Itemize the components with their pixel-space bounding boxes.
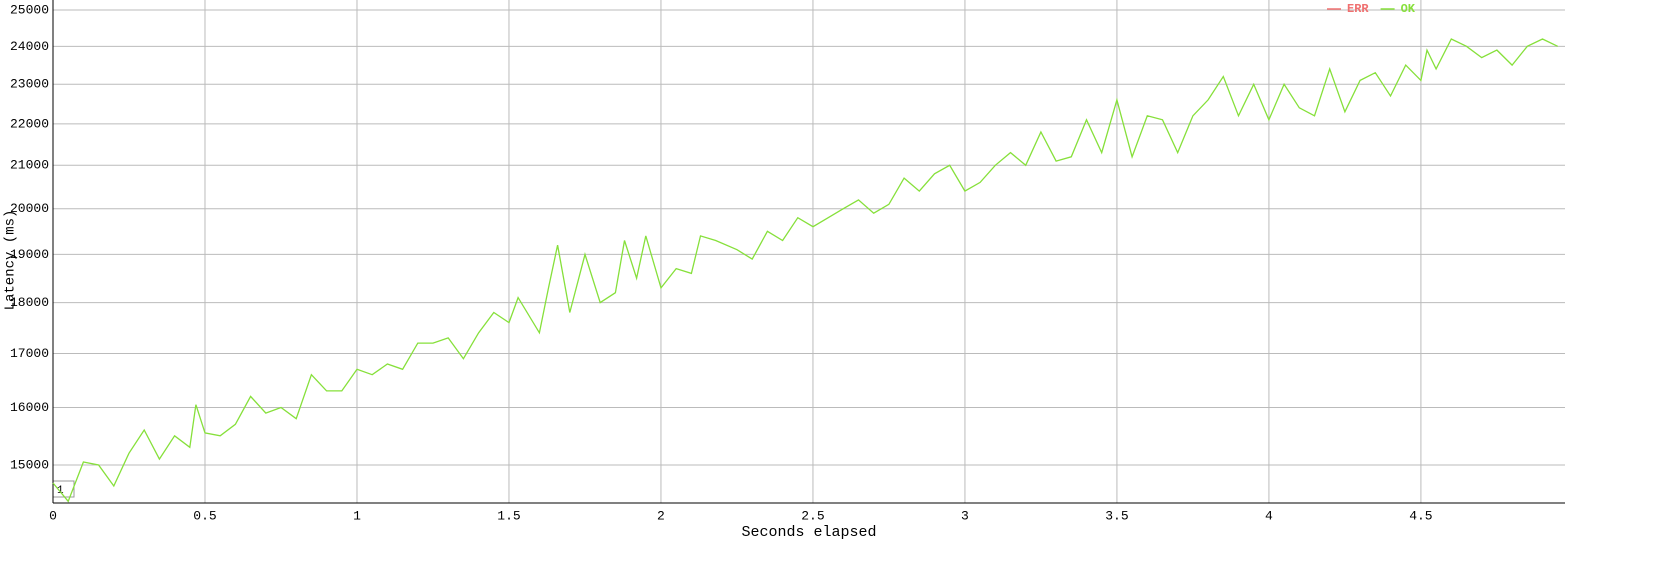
x-tick-label: 4 [1265,508,1273,523]
annotation: 1 [57,485,64,497]
line-series [52,38,1558,503]
legend-label: ERR [1347,2,1369,16]
x-axis-label: Seconds elapsed [741,524,876,541]
y-tick-label: 17000 [10,346,49,361]
x-tick-label: 2.5 [801,508,824,523]
x-tick-label: 3 [961,508,969,523]
y-tick-label: 24000 [10,39,49,54]
legend-label: OK [1401,2,1416,16]
x-tick-label: 0.5 [193,508,216,523]
x-tick-label: 2 [657,508,665,523]
x-tick-label: 3.5 [1105,508,1128,523]
y-axis-label: Latency (ms) [3,210,19,311]
y-tick-label: 18000 [10,295,49,310]
y-tick-label: 22000 [10,116,49,131]
x-tick-label: 0 [49,508,57,523]
x-tick-label: 4.5 [1409,508,1432,523]
y-tick-label: 15000 [10,457,49,472]
x-tick-label: 1 [353,508,361,523]
y-tick-label: 21000 [10,158,49,173]
y-tick-label: 16000 [10,400,49,415]
y-tick-label: 20000 [10,201,49,216]
x-tick-label: 1.5 [497,508,520,523]
y-tick-label: 23000 [10,77,49,92]
y-tick-label: 25000 [10,2,49,17]
y-tick-label: 19000 [10,247,49,262]
